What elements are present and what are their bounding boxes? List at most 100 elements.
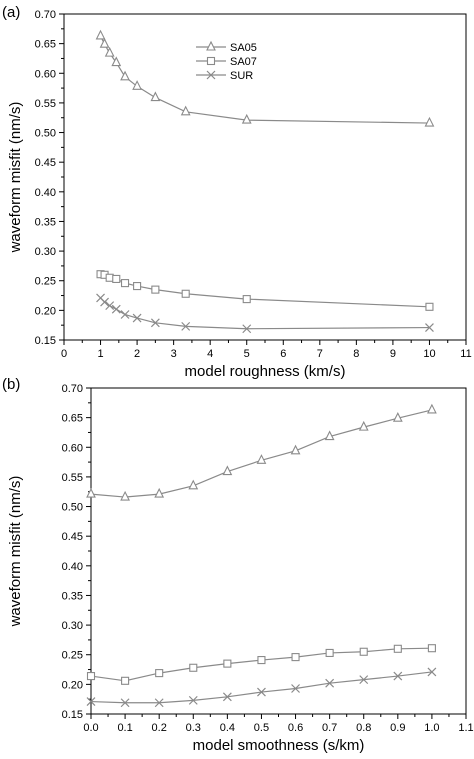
- series-line: [100, 297, 430, 330]
- series-line: [90, 409, 433, 498]
- data-point: [424, 116, 435, 127]
- chart-panel-a: (a) 0 1 2 3 4 5 6 7 8 9 10 11 0.15 0.20 0.25 0.30 0.35 0.4…: [2, 4, 472, 380]
- y-tick-label: 0.30: [35, 246, 56, 258]
- data-point: [95, 29, 106, 40]
- x-tick-label: 0.0: [83, 722, 98, 734]
- y-tick-label: 0.25: [62, 650, 83, 662]
- data-point: [359, 647, 368, 656]
- data-point: [425, 323, 434, 332]
- data-point: [111, 56, 122, 67]
- x-tick-label: 1.1: [458, 722, 473, 734]
- data-point: [222, 465, 233, 476]
- y-tick-label: 0.55: [35, 98, 56, 110]
- data-point: [150, 318, 160, 328]
- data-point: [358, 420, 369, 431]
- data-point: [181, 289, 190, 298]
- x-tick-label: 0: [61, 348, 67, 360]
- series-sa07: [86, 644, 436, 685]
- data-point: [154, 698, 164, 708]
- data-point: [104, 46, 115, 57]
- data-point: [155, 669, 164, 678]
- x-tick-label: 0.2: [152, 722, 167, 734]
- y-tick-label: 0.65: [62, 413, 83, 425]
- data-point: [257, 687, 266, 697]
- y-axis-label: waveform misfit (nm/s): [7, 476, 24, 628]
- y-tick-label: 0.50: [62, 502, 83, 514]
- x-tick-label: 5: [244, 348, 250, 360]
- data-point: [427, 667, 437, 677]
- x-tick-label: 0.4: [220, 722, 235, 734]
- y-tick-label: 0.40: [35, 187, 56, 199]
- x-tick-label: 0.5: [254, 722, 269, 734]
- series-sa05: [86, 403, 437, 501]
- y-tick-label: 0.70: [62, 383, 83, 395]
- series-line: [100, 35, 430, 124]
- data-point: [111, 304, 121, 314]
- data-point: [241, 113, 252, 124]
- y-tick-label: 0.45: [35, 157, 56, 169]
- data-point: [427, 644, 436, 653]
- data-point: [86, 672, 96, 681]
- legend-entry: SUR: [230, 70, 253, 82]
- x-axis: 0 1 2 3 4 5 6 7 8 9 10 11: [61, 340, 472, 360]
- y-tick-label: 0.60: [62, 442, 83, 454]
- data-point: [132, 313, 142, 323]
- x-tick-label: 8: [353, 348, 359, 360]
- x-axis-label: model roughness (km/s): [185, 363, 346, 380]
- data-point: [291, 653, 300, 662]
- y-tick-label: 0.20: [35, 305, 56, 317]
- y-tick-label: 0.50: [35, 128, 56, 140]
- panel-label: (b): [2, 376, 20, 393]
- y-tick-label: 0.65: [35, 39, 56, 51]
- data-point: [105, 273, 114, 282]
- legend-marker: [206, 56, 216, 66]
- legend-marker: [206, 70, 216, 80]
- x-tick-label: 0.7: [322, 722, 337, 734]
- legend-entry: SA07: [230, 56, 257, 68]
- x-tick-label: 0.1: [117, 722, 132, 734]
- data-point: [325, 648, 334, 657]
- data-point: [222, 692, 232, 702]
- plot-frame: [90, 387, 467, 715]
- data-point: [256, 454, 267, 464]
- data-point: [393, 671, 403, 681]
- panel-label: (a): [2, 4, 20, 21]
- x-tick-label: 0.9: [390, 722, 405, 734]
- data-point: [120, 310, 130, 319]
- data-point: [393, 644, 402, 653]
- y-tick-label: 0.15: [62, 709, 83, 721]
- data-point: [132, 80, 142, 90]
- y-axis-label: waveform misfit (nm/s): [7, 102, 24, 254]
- x-tick-label: 6: [280, 348, 286, 360]
- x-axis: 0.0 0.1 0.2 0.3 0.4 0.5 0.6 0.7 0.8 0.9 1.0 1.1: [83, 714, 474, 734]
- series-sa05: [95, 29, 435, 127]
- data-point: [425, 302, 434, 311]
- data-point: [105, 301, 115, 311]
- y-axis: 0.15 0.20 0.25 0.30 0.35 0.40 0.45 0.50 0.55 0.60…: [35, 9, 64, 347]
- data-point: [151, 285, 160, 294]
- data-point: [242, 295, 251, 304]
- data-point: [291, 684, 300, 693]
- data-point: [99, 37, 110, 48]
- data-point: [189, 663, 198, 672]
- data-point: [112, 274, 121, 283]
- x-tick-label: 9: [390, 348, 396, 360]
- plot-frame: [63, 13, 467, 341]
- data-point: [133, 282, 142, 291]
- data-point: [427, 403, 437, 414]
- y-axis: 0.15 0.20 0.25 0.30 0.35 0.40 0.45 0.50 0.55 0.60…: [62, 383, 91, 721]
- data-point: [325, 678, 335, 688]
- x-tick-label: 11: [460, 348, 471, 360]
- legend-entry: SA05: [230, 42, 257, 54]
- x-tick-label: 1: [97, 348, 103, 360]
- data-point: [120, 279, 130, 288]
- data-point: [100, 297, 109, 307]
- x-tick-label: 0.6: [288, 722, 303, 734]
- data-point: [257, 656, 266, 665]
- x-tick-label: 10: [423, 348, 435, 360]
- y-tick-label: 0.25: [35, 276, 56, 288]
- y-tick-label: 0.55: [62, 472, 83, 484]
- series-line: [90, 647, 432, 682]
- data-point: [223, 659, 232, 668]
